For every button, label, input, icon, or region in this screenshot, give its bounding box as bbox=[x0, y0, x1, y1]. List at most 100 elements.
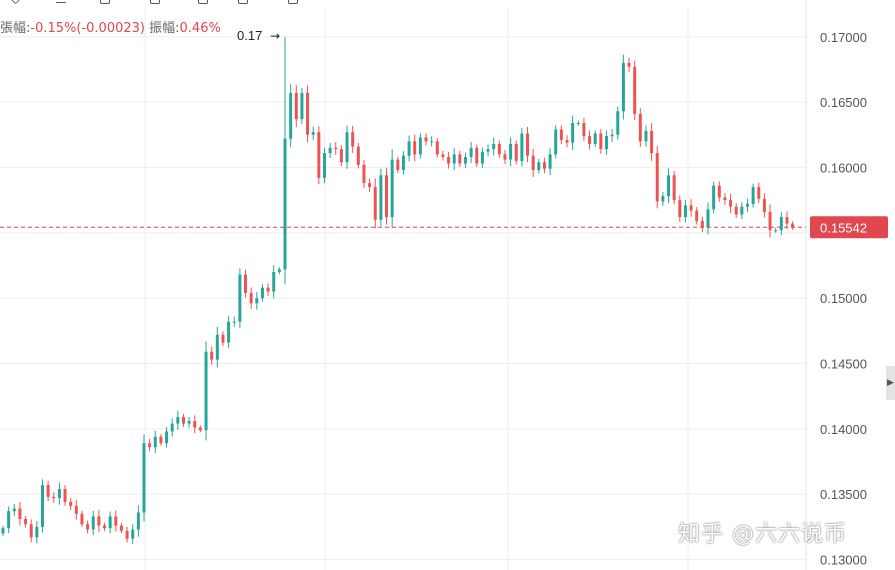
stats-bar: 張幅:-0.15%(-0.00023) 振幅:0.46% bbox=[0, 17, 221, 36]
candle-body bbox=[345, 132, 349, 163]
arrow-right-icon: → bbox=[270, 29, 280, 43]
chevron-right-icon[interactable]: ▶ bbox=[886, 366, 895, 400]
candle-body bbox=[401, 155, 405, 171]
candle-body bbox=[638, 113, 642, 142]
candle-body bbox=[712, 185, 716, 210]
candle-body bbox=[497, 143, 501, 155]
candle-body bbox=[672, 175, 676, 201]
candle-body bbox=[650, 130, 654, 154]
candle-body bbox=[452, 154, 456, 164]
high-annotation-label: 0.17 bbox=[237, 28, 262, 43]
y-tick-label: 0.13500 bbox=[820, 487, 867, 502]
candle-body bbox=[300, 92, 304, 120]
vertical-grid bbox=[144, 8, 689, 570]
candle-body bbox=[283, 138, 287, 270]
candle-body bbox=[385, 175, 389, 218]
candle-body bbox=[559, 129, 563, 141]
candle-body bbox=[159, 436, 163, 444]
candle-body bbox=[221, 334, 225, 343]
candle-body bbox=[396, 159, 400, 171]
indicator-icon[interactable] bbox=[100, 0, 110, 4]
y-tick-label: 0.14500 bbox=[820, 356, 867, 371]
candle-body bbox=[306, 92, 310, 135]
candle-body bbox=[706, 209, 710, 228]
candle-body bbox=[407, 141, 411, 156]
candle-body bbox=[215, 334, 219, 360]
candle-body bbox=[351, 132, 355, 147]
candle-body bbox=[717, 185, 721, 198]
y-tick-label: 0.17000 bbox=[820, 30, 867, 45]
candle-body bbox=[390, 159, 394, 218]
candle-body bbox=[678, 200, 682, 218]
candle-body bbox=[328, 147, 332, 154]
candle-body bbox=[40, 485, 44, 527]
candle-body bbox=[683, 205, 687, 218]
candle-body bbox=[114, 516, 118, 526]
candle-body bbox=[69, 502, 73, 506]
high-annotation: 0.17 → bbox=[237, 28, 280, 43]
candle-body bbox=[469, 147, 473, 157]
candle-body bbox=[441, 154, 445, 157]
candle-body bbox=[91, 516, 95, 530]
candle-body bbox=[700, 221, 704, 228]
candle-body bbox=[289, 92, 293, 139]
compare-icon[interactable] bbox=[238, 0, 248, 4]
current-price-label: 0.15542 bbox=[820, 220, 867, 235]
candle-body bbox=[633, 66, 637, 114]
candle-body bbox=[537, 162, 541, 171]
candle-body bbox=[458, 154, 462, 164]
candle-body bbox=[210, 351, 214, 360]
candle-body bbox=[35, 526, 39, 538]
candle-body bbox=[148, 443, 152, 448]
candle-body bbox=[181, 417, 185, 424]
candle-body bbox=[232, 321, 236, 323]
candle-body bbox=[131, 529, 135, 539]
candle-body bbox=[734, 206, 738, 215]
candle-body bbox=[266, 287, 270, 292]
candle-body bbox=[356, 146, 360, 165]
change-label: 張幅: bbox=[0, 21, 31, 36]
chart-type-icon[interactable] bbox=[150, 0, 160, 4]
candle-body bbox=[621, 62, 625, 112]
snapshot-icon[interactable] bbox=[288, 0, 298, 4]
candle-body bbox=[379, 175, 383, 220]
candle-body bbox=[435, 141, 439, 155]
candle-body bbox=[136, 512, 140, 530]
candle-body bbox=[644, 130, 648, 142]
candle-body bbox=[176, 417, 180, 424]
y-tick-label: 0.15000 bbox=[820, 291, 867, 306]
candle-body bbox=[610, 134, 614, 137]
candle-body bbox=[475, 147, 479, 164]
candle-body bbox=[103, 525, 107, 529]
candle-body bbox=[571, 123, 575, 143]
candle-body bbox=[695, 210, 699, 222]
candle-body bbox=[272, 272, 276, 292]
candle-body bbox=[774, 230, 778, 232]
candle-body bbox=[509, 143, 513, 160]
candle-body bbox=[582, 123, 586, 137]
candle-body bbox=[791, 223, 795, 228]
y-tick-label: 0.16000 bbox=[820, 160, 867, 175]
candle-body bbox=[751, 187, 755, 205]
candle-body bbox=[627, 62, 631, 67]
candle-body bbox=[142, 443, 146, 513]
interval-icon[interactable] bbox=[56, 2, 66, 4]
template-icon[interactable] bbox=[198, 0, 208, 4]
candle-body bbox=[565, 140, 569, 143]
candle-body bbox=[588, 136, 592, 144]
candle-body bbox=[447, 156, 451, 164]
candle-body bbox=[153, 436, 157, 448]
candle-body bbox=[723, 197, 727, 201]
candle-body bbox=[526, 133, 530, 156]
candle-body bbox=[193, 421, 197, 428]
candle-body bbox=[762, 198, 766, 212]
candle-body bbox=[204, 351, 208, 431]
candle-body bbox=[785, 217, 789, 224]
price-axis[interactable]: 0.170000.165000.160000.155000.150000.145… bbox=[805, 0, 867, 570]
candle-body bbox=[486, 149, 490, 152]
candle-body bbox=[740, 206, 744, 215]
candle-body bbox=[294, 92, 298, 120]
candle-body bbox=[689, 205, 693, 211]
candle-body bbox=[593, 133, 597, 144]
